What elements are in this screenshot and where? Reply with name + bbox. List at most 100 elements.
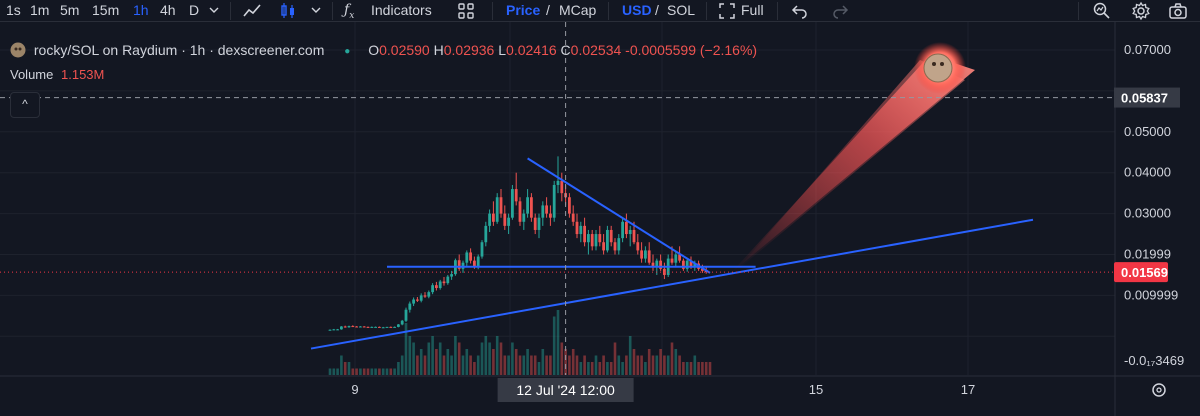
interval-5m[interactable]: 5m — [60, 2, 80, 18]
candle-body — [438, 281, 442, 289]
candle-body — [575, 221, 579, 235]
volume-bar — [400, 355, 404, 375]
volume-bar — [389, 368, 393, 375]
volume-bar — [590, 362, 594, 375]
candle-body — [545, 205, 548, 214]
undo-icon[interactable] — [790, 1, 810, 21]
last-price-tag — [1114, 262, 1168, 283]
volume-bar — [507, 355, 510, 375]
redo-icon[interactable] — [830, 1, 850, 21]
price-tick-label: 0.01999 — [1124, 247, 1171, 262]
interval-1m[interactable]: 1m — [30, 2, 50, 18]
candle-body — [408, 303, 412, 310]
volume-bar — [503, 355, 507, 375]
candle-body — [606, 229, 609, 251]
candle-body — [609, 229, 613, 243]
price-axis: 0.07000 0.05000 0.04000 0.03000 0.01999 0.009… — [1114, 22, 1184, 416]
candle-body — [613, 242, 617, 251]
indicators-button[interactable]: Indicators — [371, 2, 432, 18]
volume-bar — [556, 310, 560, 375]
candle-body — [431, 285, 434, 293]
volume-bar — [488, 342, 491, 375]
candle-body — [587, 234, 590, 243]
volume-value: 1.153M — [61, 67, 105, 82]
candle-body — [518, 201, 522, 222]
open-value: 0.02590 — [379, 42, 430, 58]
candle-body — [644, 250, 647, 259]
volume-bar — [701, 362, 704, 375]
volume-bar — [328, 368, 332, 375]
volume-bar — [461, 355, 465, 375]
candle-body — [476, 256, 480, 267]
volume-bar — [427, 342, 431, 375]
volume-bar — [628, 336, 632, 375]
mcap-toggle[interactable]: MCap — [559, 2, 597, 18]
candles-icon[interactable] — [278, 1, 298, 21]
volume-bar — [514, 349, 518, 375]
volume-bar — [651, 355, 655, 375]
candle-body — [355, 326, 358, 328]
candle-body — [670, 258, 674, 263]
layouts-icon[interactable] — [456, 1, 476, 21]
grid — [0, 22, 1115, 375]
volume-bar — [492, 349, 495, 375]
chevron-down-icon[interactable] — [208, 4, 220, 16]
volume-bar — [621, 362, 624, 375]
time-axis: 911151712 Jul '24 12:00 — [0, 375, 1200, 402]
axis-settings-icon — [1152, 383, 1166, 397]
candle-body — [359, 326, 362, 328]
volume-bar — [484, 336, 488, 375]
volume-bar — [549, 355, 552, 375]
candle-body — [484, 225, 488, 243]
rocket-illustration — [730, 42, 975, 274]
interval-1h[interactable]: 1h — [133, 2, 149, 18]
candle-body — [427, 292, 431, 297]
volume-bar — [644, 362, 647, 375]
indicators-icon[interactable]: ƒx — [344, 2, 355, 21]
volume-bar — [511, 342, 514, 375]
volume-bar — [446, 349, 450, 375]
gear-icon[interactable] — [1131, 1, 1151, 21]
candle-body — [503, 213, 507, 226]
camera-icon[interactable] — [1168, 1, 1188, 21]
divider — [230, 2, 231, 20]
candle-body — [511, 189, 514, 218]
ascending-support-line — [310, 218, 1034, 350]
candle-body — [416, 299, 419, 301]
candle-body — [446, 276, 450, 284]
search-zoom-icon[interactable] — [1092, 1, 1112, 21]
volume-bar — [583, 355, 586, 375]
divider — [1078, 2, 1079, 20]
volume-bar — [693, 355, 697, 375]
crosshair-time-tag — [497, 378, 634, 402]
volume-bar — [499, 342, 503, 375]
interval-1s[interactable]: 1s — [6, 2, 21, 18]
candle-body — [594, 234, 598, 247]
candle-body — [526, 197, 529, 214]
price-chart[interactable]: 0.07000 0.05000 0.04000 0.03000 0.01999 0.009… — [0, 22, 1200, 416]
price-toggle[interactable]: Price — [506, 2, 541, 18]
volume-bar — [336, 368, 339, 375]
collapse-legend-button[interactable]: ^ — [10, 92, 40, 118]
volume-bar — [381, 368, 385, 375]
volume-bar — [366, 368, 370, 375]
interval-15m[interactable]: 15m — [92, 2, 120, 18]
chevron-down-icon[interactable] — [310, 4, 322, 16]
line-chart-icon[interactable] — [242, 1, 262, 21]
volume-bar — [640, 355, 643, 375]
volume-bar — [617, 355, 621, 375]
volume-bar — [575, 355, 579, 375]
usd-toggle[interactable]: USD — [622, 2, 652, 18]
volume-bar — [476, 355, 480, 375]
interval-4h[interactable]: 4h — [160, 2, 176, 18]
sol-toggle[interactable]: SOL — [667, 2, 696, 18]
interval-d[interactable]: D — [189, 2, 200, 18]
volume-bar — [351, 368, 355, 375]
full-button[interactable]: Full — [741, 2, 764, 18]
candle-body — [701, 268, 704, 271]
volume-bar — [663, 355, 666, 375]
fullscreen-icon[interactable] — [717, 1, 737, 21]
candle-body — [389, 326, 393, 328]
candle-body — [351, 326, 355, 328]
volume-bar — [689, 362, 693, 375]
